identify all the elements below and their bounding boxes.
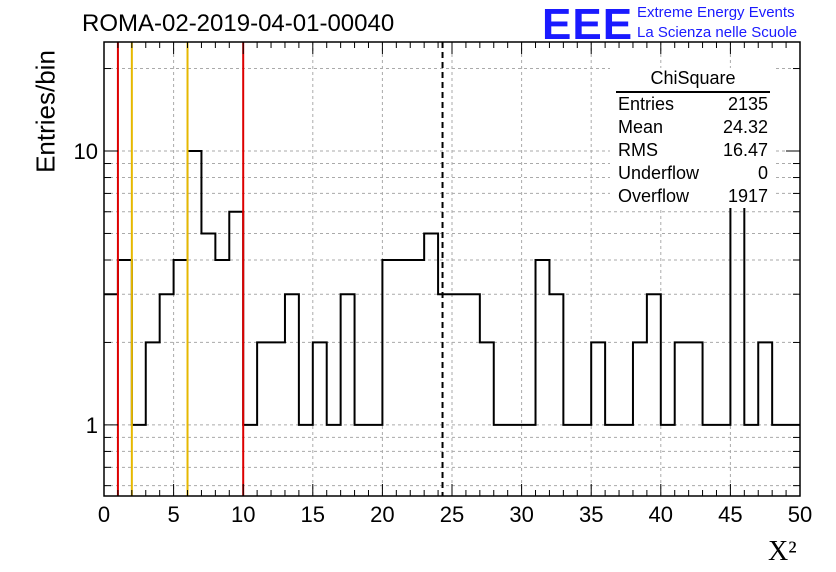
x-tick-label: 30 [509, 502, 533, 527]
y-axis-label: Entries/bin [30, 50, 61, 173]
stats-label: Overflow [618, 186, 690, 206]
x-tick-label: 15 [301, 502, 325, 527]
x-tick-label: 45 [718, 502, 742, 527]
y-tick-label: 10 [74, 139, 98, 164]
stats-label: RMS [618, 140, 658, 160]
stats-row-overflow: Overflow 1917 [610, 185, 776, 208]
stats-row-rms: RMS 16.47 [610, 139, 776, 162]
stats-row-mean: Mean 24.32 [610, 116, 776, 139]
stats-box: ChiSquare Entries 2135 Mean 24.32 RMS 16.47… [610, 68, 776, 208]
stats-label: Entries [618, 94, 675, 114]
stats-label: Mean [618, 117, 664, 137]
x-tick-label: 35 [579, 502, 603, 527]
stats-value: 1917 [727, 186, 768, 206]
chart-title: ROMA-02-2019-04-01-00040 [82, 10, 395, 37]
x-tick-label: 0 [98, 502, 110, 527]
x-tick-label: 10 [231, 502, 255, 527]
x-tick-label: 50 [788, 502, 812, 527]
stats-title: ChiSquare [616, 68, 770, 93]
logo-text-line1: Extreme Energy Events [637, 4, 795, 21]
logo-text-line2: La Scienza nelle Scuole [637, 24, 798, 41]
stats-value: 16.47 [722, 140, 768, 160]
x-tick-label: 25 [440, 502, 464, 527]
stats-value: 0 [757, 163, 768, 183]
x-tick-label: 5 [167, 502, 179, 527]
x-tick-label: 20 [370, 502, 394, 527]
stats-row-underflow: Underflow 0 [610, 162, 776, 185]
stats-value: 24.32 [722, 117, 768, 137]
eee-logo-mark: EEE [542, 0, 634, 49]
stats-value: 2135 [727, 94, 768, 114]
stats-row-entries: Entries 2135 [610, 93, 776, 116]
x-axis-label: X² [768, 536, 797, 567]
y-tick-label: 1 [86, 413, 98, 438]
stats-label: Underflow [618, 163, 700, 183]
x-tick-label: 40 [649, 502, 673, 527]
histogram-outline [104, 149, 800, 426]
